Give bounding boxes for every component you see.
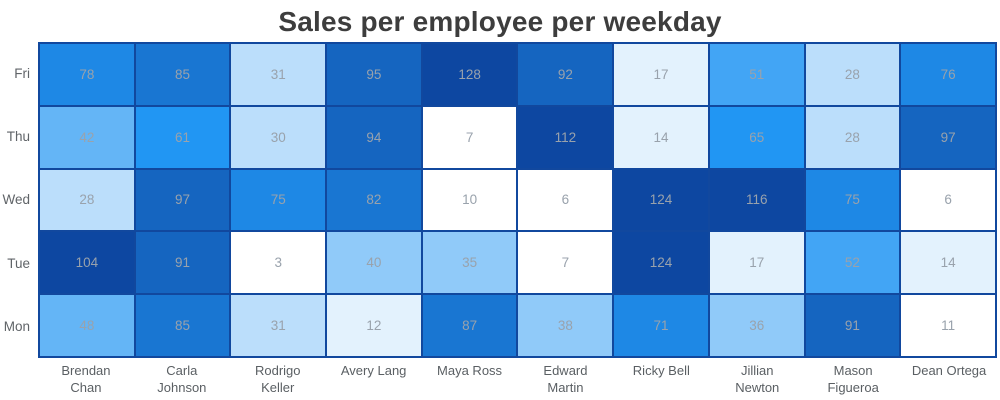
x-axis-label: Maya Ross: [437, 363, 503, 378]
y-axis-label: Thu: [6, 129, 30, 145]
heatmap-cell: 28: [805, 106, 900, 168]
heatmap-cell: 92: [518, 44, 613, 105]
x-axis-label: Edward Martin: [543, 363, 588, 395]
heatmap-cell: 95: [327, 44, 421, 105]
heatmap-cell: 87: [422, 295, 517, 356]
heatmap-cell: 75: [805, 169, 900, 231]
heatmap-cell: 52: [805, 232, 900, 294]
heatmap-plot-area: Fri Thu Wed Tue Mon 78 85 31 95 128 92 17 51 28 76 42 6…: [0, 42, 1000, 358]
heatmap-cell: 61: [135, 106, 230, 168]
heatmap-cell: 65: [709, 106, 804, 168]
heatmap-cell: 36: [709, 295, 804, 356]
x-axis-label: Carla Johnson: [157, 363, 207, 395]
heatmap-cell: 82: [327, 169, 421, 231]
heatmap-cell: 40: [327, 232, 421, 294]
heatmap-cell: 30: [231, 106, 326, 168]
y-axis-label: Mon: [3, 318, 30, 334]
heatmap-cell: 128: [422, 44, 517, 105]
heatmap-cell: 104: [40, 232, 134, 294]
x-axis-label: Jillian Newton: [735, 363, 780, 395]
heatmap-cell: 85: [135, 44, 230, 105]
y-axis-label: Fri: [14, 66, 30, 82]
heatmap-cell: 51: [709, 44, 804, 105]
heatmap-cell: 78: [40, 44, 134, 105]
heatmap-cell: 116: [709, 169, 804, 231]
heatmap-cell: 38: [518, 295, 613, 356]
heatmap-cell: 42: [40, 106, 134, 168]
heatmap-cell: 7: [518, 232, 613, 294]
heatmap-cell: 28: [805, 44, 900, 105]
heatmap-cell: 6: [901, 169, 995, 231]
heatmap-cell: 17: [614, 44, 708, 105]
heatmap-cell: 14: [901, 232, 995, 294]
heatmap-cell: 94: [327, 106, 421, 168]
heatmap-cell: 97: [901, 106, 995, 168]
heatmap-cell: 112: [518, 106, 613, 168]
heatmap-cell: 48: [40, 295, 134, 356]
chart-title: Sales per employee per weekday: [278, 6, 722, 37]
heatmap-cell: 124: [614, 232, 708, 294]
heatmap-cell: 14: [614, 106, 708, 168]
heatmap-cell: 91: [805, 295, 900, 356]
x-axis-label: Rodrigo Keller: [254, 363, 301, 395]
heatmap-grid: 78 85 31 95 128 92 17 51 28 76 42 61 30 94 7 112 14 65 28 9…: [38, 42, 997, 358]
heatmap-cell: 124: [614, 169, 708, 231]
y-axis-labels: Fri Thu Wed Tue Mon: [0, 42, 38, 358]
heatmap-cell: 6: [518, 169, 613, 231]
x-axis-label: Brendan Chan: [61, 363, 111, 395]
heatmap-cell: 17: [709, 232, 804, 294]
heatmap-cell: 71: [614, 295, 708, 356]
heatmap-cell: 12: [327, 295, 421, 356]
heatmap-cell: 31: [231, 295, 326, 356]
heatmap-cell: 91: [135, 232, 230, 294]
heatmap-cell: 85: [135, 295, 230, 356]
y-axis-label: Tue: [7, 255, 30, 271]
heatmap-cell: 3: [231, 232, 326, 294]
heatmap-cell: 97: [135, 169, 230, 231]
heatmap-cell: 11: [901, 295, 995, 356]
heatmap-cell: 10: [422, 169, 517, 231]
y-axis-label: Wed: [2, 192, 30, 208]
x-axis-label: Ricky Bell: [632, 363, 690, 378]
heatmap-cell: 76: [901, 44, 995, 105]
heatmap-cell: 28: [40, 169, 134, 231]
x-axis-label: Dean Ortega: [911, 363, 987, 378]
heatmap-cell: 7: [422, 106, 517, 168]
heatmap-cell: 75: [231, 169, 326, 231]
x-axis-labels: Brendan Chan Carla Johnson Rodrigo Keller A…: [38, 362, 997, 396]
heatmap-cell: 31: [231, 44, 326, 105]
heatmap-cell: 35: [422, 232, 517, 294]
x-axis-label: Avery Lang: [340, 363, 407, 378]
x-axis-label: Mason Figueroa: [827, 363, 879, 395]
